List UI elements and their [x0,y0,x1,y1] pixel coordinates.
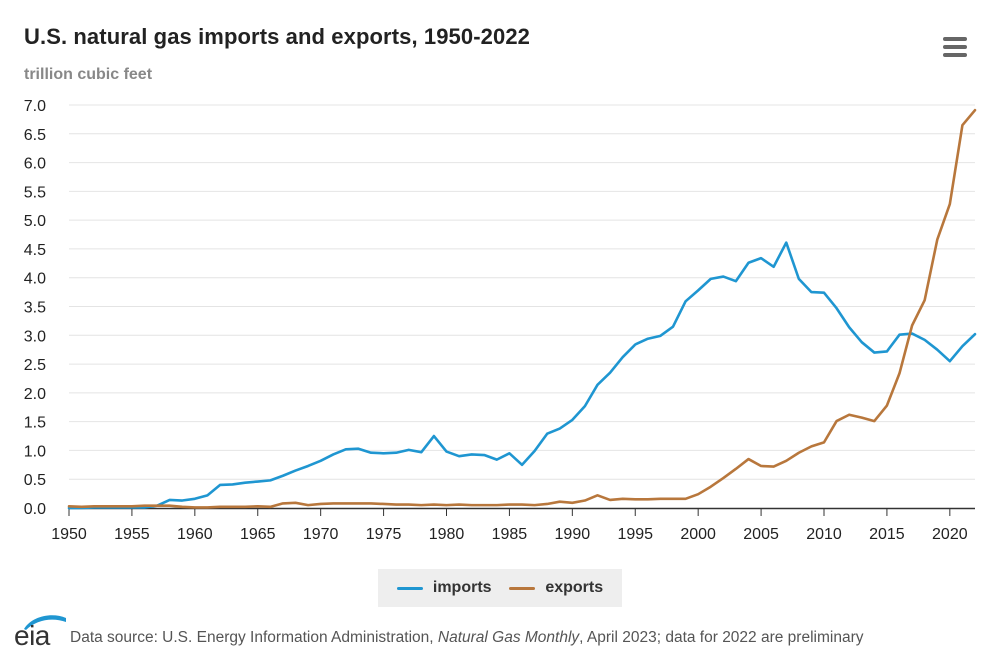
x-tick-label: 1970 [303,526,339,543]
y-tick-label: 3.0 [24,328,46,345]
series-lines [67,108,977,510]
y-tick-label: 1.5 [24,415,46,432]
x-tick-label: 1990 [555,526,591,543]
y-tick-label: 2.5 [24,357,46,374]
chart-menu-button[interactable] [938,32,972,62]
source-suffix: , April 2023; data for 2022 are prelimin… [579,629,864,646]
chart-title: U.S. natural gas imports and exports, 19… [24,24,530,49]
legend-swatch-imports [396,586,423,590]
y-tick-label: 5.5 [24,184,46,201]
eia-logo-arc-icon [24,615,66,630]
y-axis-ticks: 0.0 0.5 1.0 1.5 2.0 2.5 3.0 3.5 4.0 4.5 5.0 5.5 6.0 6… [24,98,46,518]
x-tick-label: 2020 [932,526,968,543]
x-tick-label: 2000 [680,526,716,543]
x-tick-label: 1980 [429,526,465,543]
y-tick-label: 7.0 [24,98,46,115]
legend-swatch-exports [509,586,536,590]
source-publication: Natural Gas Monthly [437,629,580,646]
legend-label-imports: imports [432,579,492,596]
legend-label-exports: exports [545,579,604,596]
grid-lines [69,104,975,480]
x-tick-label: 1965 [240,526,276,543]
x-tick-label: 1950 [51,526,87,543]
y-tick-label: 4.0 [24,271,46,288]
chart-footer: eia Data source: U.S. Energy Information… [12,612,988,658]
y-tick-label: 6.5 [24,127,46,144]
source-prefix: Data source: U.S. Energy Information Adm… [70,629,438,646]
eia-logo-text: eia [14,620,50,651]
x-tick-label: 1985 [492,526,528,543]
series-line-exports [67,108,977,509]
data-source-note: Data source: U.S. Energy Information Adm… [70,629,863,647]
x-tick-label: 1960 [177,526,213,543]
eia-logo[interactable]: eia [12,612,68,654]
y-axis-unit-label: trillion cubic feet [24,66,153,83]
x-tick-label: 1975 [366,526,402,543]
x-tick-label: 1995 [617,526,653,543]
legend-item-imports[interactable]: imports [396,579,492,597]
x-tick-label: 2005 [743,526,779,543]
y-tick-label: 1.0 [24,443,46,460]
y-tick-label: 0.0 [24,501,46,518]
hamburger-menu-icon [943,37,967,41]
y-tick-label: 3.5 [24,300,46,317]
y-tick-label: 4.5 [24,242,46,259]
hamburger-menu-icon-bar [943,53,967,57]
series-line-imports [67,241,977,510]
legend-item-exports[interactable]: exports [509,579,603,597]
x-tick-label: 2015 [869,526,905,543]
hamburger-menu-icon-bar [943,45,967,49]
y-tick-label: 0.5 [24,472,46,489]
x-tick-label: 1955 [114,526,150,543]
y-tick-label: 2.0 [24,386,46,403]
y-tick-label: 5.0 [24,213,46,230]
x-axis-ticks: 1950 1955 1960 1965 1970 1975 1980 1985 1990 1995… [51,507,975,543]
x-tick-label: 2010 [806,526,842,543]
legend: imports exports [378,569,622,607]
y-tick-label: 6.0 [24,156,46,173]
